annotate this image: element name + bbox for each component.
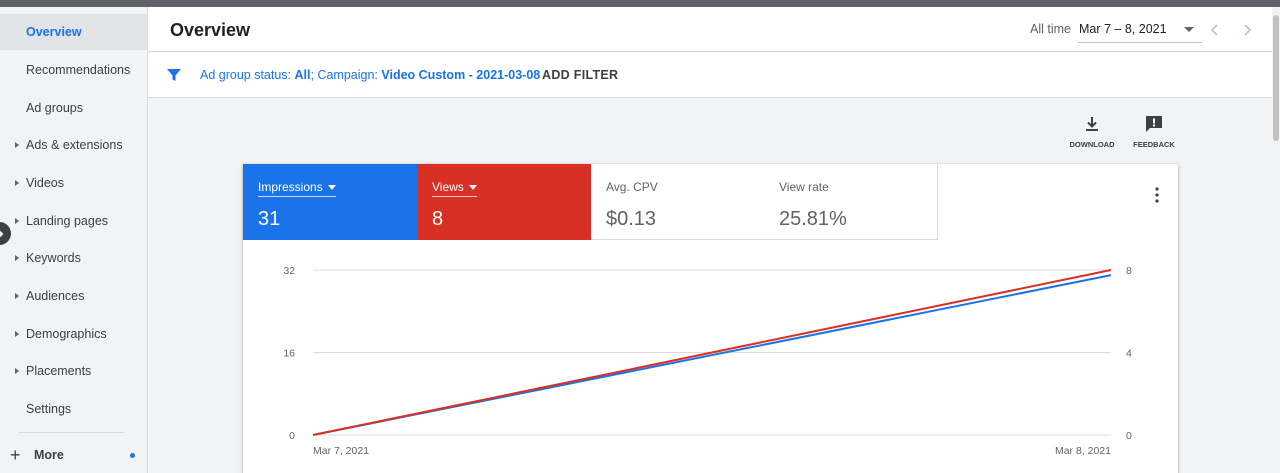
filter-bar: Ad group status: All; Campaign: Video Cu… xyxy=(148,53,1272,98)
metric-label: Impressions xyxy=(258,180,323,194)
feedback-icon xyxy=(1146,116,1162,132)
metric-value: $0.13 xyxy=(606,208,657,230)
metric-view-rate[interactable]: View rate 25.81% xyxy=(764,164,938,240)
sidebar-item-settings[interactable]: Settings xyxy=(0,391,147,427)
sidebar: Overview Recommendations Ad groups Ads &… xyxy=(0,7,148,473)
plus-icon: + xyxy=(10,445,21,465)
filter-campaign-value: Video Custom - 2021-03-08 xyxy=(381,68,541,82)
scrollbar-thumb[interactable] xyxy=(1273,15,1279,141)
expand-caret-icon xyxy=(15,180,19,186)
more-options-icon[interactable] xyxy=(1149,186,1165,204)
page-header: Overview All time Mar 7 – 8, 2021 xyxy=(148,7,1272,52)
feedback-label: FEEDBACK xyxy=(1133,140,1175,149)
sidebar-item-demographics[interactable]: Demographics xyxy=(0,316,147,352)
expand-caret-icon xyxy=(15,368,19,374)
y-right-tick-label: 4 xyxy=(1126,348,1132,360)
metric-label: Avg. CPV xyxy=(606,180,658,194)
metric-value: 25.81% xyxy=(779,208,847,230)
sidebar-item-label: Overview xyxy=(26,25,82,39)
series-line-views xyxy=(312,269,1112,436)
download-label: DOWNLOAD xyxy=(1069,140,1115,149)
active-filter[interactable]: Ad group status: All; Campaign: Video Cu… xyxy=(200,68,540,82)
sidebar-item-keywords[interactable]: Keywords xyxy=(0,240,147,276)
filter-status-prefix: Ad group status: xyxy=(200,68,295,82)
expand-caret-icon xyxy=(15,255,19,261)
add-filter-button[interactable]: ADD FILTER xyxy=(542,68,619,82)
sidebar-item-placements[interactable]: Placements xyxy=(0,353,147,389)
sidebar-item-label: Audiences xyxy=(26,289,85,303)
vertical-scrollbar[interactable] xyxy=(1272,7,1280,473)
sidebar-item-videos[interactable]: Videos xyxy=(0,165,147,201)
y-right-tick-label: 8 xyxy=(1126,265,1132,277)
date-range-value: Mar 7 – 8, 2021 xyxy=(1079,22,1167,36)
expand-caret-icon xyxy=(15,218,19,224)
metric-selector[interactable]: Views xyxy=(432,180,477,197)
filter-status-value: All xyxy=(294,68,311,82)
sidebar-item-label: Placements xyxy=(26,364,92,378)
sidebar-item-label: Ads & extensions xyxy=(26,138,123,152)
sidebar-divider xyxy=(18,432,124,433)
filter-campaign-prefix: ; Campaign: xyxy=(310,68,382,82)
sidebar-item-audiences[interactable]: Audiences xyxy=(0,278,147,314)
sidebar-item-ad-groups[interactable]: Ad groups xyxy=(0,90,147,126)
y-left-tick-label: 16 xyxy=(283,348,295,360)
performance-chart: 32 16 0 8 4 0 Mar 7, 2021 Mar 8, 2021 xyxy=(283,265,1132,457)
previous-period-button[interactable] xyxy=(1206,21,1224,39)
chevron-right-icon xyxy=(0,230,3,237)
metric-views[interactable]: Views 8 xyxy=(417,164,591,240)
date-range-select[interactable]: Mar 7 – 8, 2021 xyxy=(1078,17,1202,43)
expand-caret-icon xyxy=(15,293,19,299)
sidebar-item-label: Keywords xyxy=(26,251,81,265)
sidebar-item-overview[interactable]: Overview xyxy=(0,14,147,50)
date-range-label: All time xyxy=(1030,22,1071,36)
metric-impressions[interactable]: Impressions 31 xyxy=(243,164,417,240)
dropdown-caret-icon xyxy=(1184,27,1194,32)
sidebar-item-label: Recommendations xyxy=(26,63,131,77)
sidebar-item-label: Videos xyxy=(26,176,64,190)
chevron-right-icon xyxy=(1244,24,1252,36)
metric-label: View rate xyxy=(779,180,829,194)
download-button[interactable]: DOWNLOAD xyxy=(1067,114,1117,154)
collapse-sidebar-button[interactable] xyxy=(0,222,11,245)
dropdown-caret-icon xyxy=(468,184,477,190)
sidebar-more-button[interactable]: + More xyxy=(0,443,147,467)
chevron-left-icon xyxy=(1210,24,1218,36)
sidebar-item-label: Demographics xyxy=(26,327,107,341)
x-tick-label: Mar 7, 2021 xyxy=(313,445,369,457)
y-left-tick-label: 32 xyxy=(283,265,295,277)
filter-icon[interactable] xyxy=(166,67,182,83)
metric-value: 31 xyxy=(258,208,281,230)
download-icon xyxy=(1086,117,1098,131)
sidebar-item-label: Ad groups xyxy=(26,101,83,115)
y-left-tick-label: 0 xyxy=(289,430,295,442)
sidebar-item-recommendations[interactable]: Recommendations xyxy=(0,52,147,88)
top-strip xyxy=(0,0,1280,7)
dropdown-caret-icon xyxy=(327,184,336,190)
metric-avg-cpv[interactable]: Avg. CPV $0.13 xyxy=(591,164,765,240)
y-right-tick-label: 0 xyxy=(1126,430,1132,442)
metric-label: Views xyxy=(432,180,464,194)
next-period-button[interactable] xyxy=(1238,21,1256,39)
performance-card: Impressions 31 Views 8 Avg. CPV $0.13 Vi… xyxy=(243,164,1178,473)
notification-dot-icon xyxy=(130,452,135,458)
expand-caret-icon xyxy=(15,142,19,148)
sidebar-more-label: More xyxy=(34,448,64,462)
metric-value: 8 xyxy=(432,208,444,230)
sidebar-item-landing-pages[interactable]: Landing pages xyxy=(0,203,147,239)
metric-selector[interactable]: Impressions xyxy=(258,180,336,197)
sidebar-item-label: Settings xyxy=(26,402,72,416)
x-tick-label: Mar 8, 2021 xyxy=(1055,445,1111,457)
feedback-button[interactable]: FEEDBACK xyxy=(1129,114,1179,154)
sidebar-item-label: Landing pages xyxy=(26,214,109,228)
page-title: Overview xyxy=(170,20,251,40)
sidebar-item-ads-extensions[interactable]: Ads & extensions xyxy=(0,127,147,163)
expand-caret-icon xyxy=(15,331,19,337)
